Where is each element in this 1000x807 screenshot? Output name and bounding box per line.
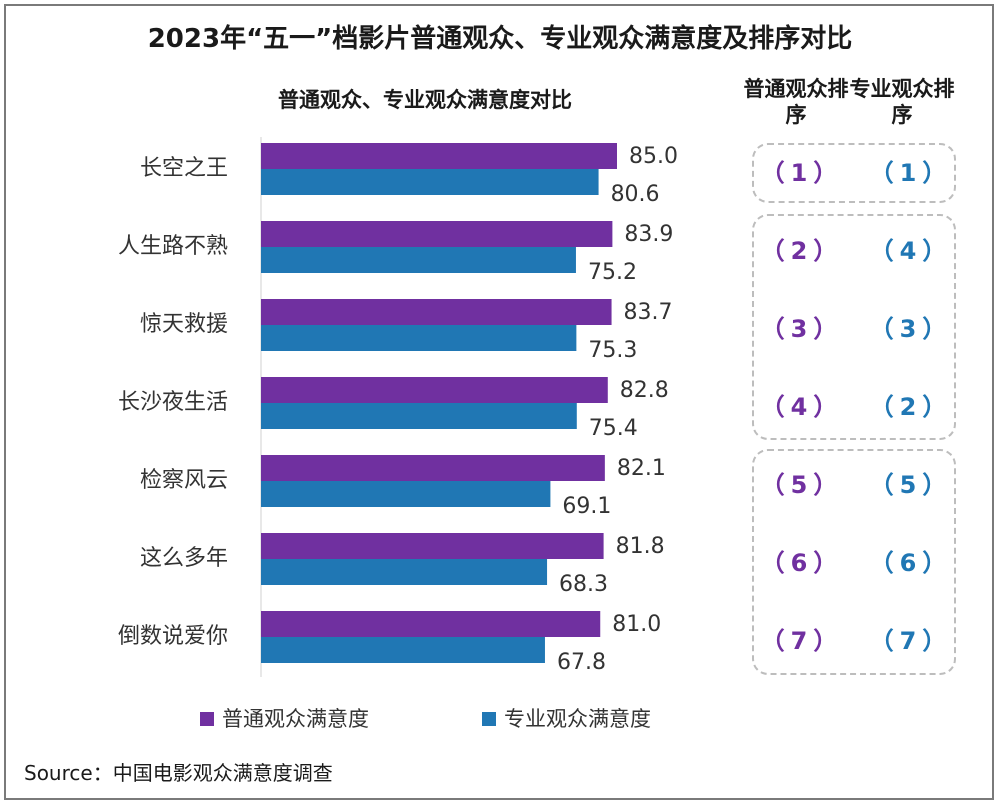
general-rank: （6） [760,549,844,577]
professional-rank: （7） [869,627,953,655]
bar-general [261,299,612,325]
bar-professional [261,247,576,273]
rank-group-1 [752,143,956,203]
general-rank: （3） [760,315,844,343]
category-label: 人生路不熟 [118,234,228,259]
professional-rank: （4） [869,237,953,265]
rank-group-3 [752,449,956,675]
legend-item-professional: 专业观众满意度 [482,703,651,733]
general-rank: （1） [760,159,844,187]
bar-general [261,611,601,637]
data-label: 81.0 [612,612,661,637]
data-label: 75.2 [588,260,637,285]
bar-general [261,377,608,403]
bar-general [261,533,604,559]
rank-group-2 [752,214,956,440]
bar-general [261,143,617,169]
general-rank: （4） [760,393,844,421]
professional-rank: （1） [869,159,953,187]
bar-professional [261,325,577,351]
general-rank: （7） [760,627,844,655]
category-label: 倒数说爱你 [118,624,228,649]
general-rank: （5） [760,471,844,499]
professional-rank: （3） [869,315,953,343]
data-label: 75.3 [588,338,637,363]
data-label: 82.1 [617,456,666,481]
category-label: 惊天救援 [140,312,228,337]
category-label: 长空之王 [140,156,228,181]
legend-label-professional: 专业观众满意度 [504,707,651,731]
professional-rank: （5） [869,471,953,499]
legend-swatch-professional [482,711,496,726]
professional-rank: （6） [869,549,953,577]
bar-professional [261,403,577,429]
chart-subtitle: 普通观众、专业观众满意度对比 [278,88,572,112]
data-label: 82.8 [620,378,669,403]
data-label: 85.0 [629,144,678,169]
professional-rank: （2） [869,393,953,421]
data-label: 68.3 [559,572,608,597]
bar-professional [261,169,599,195]
bar-general [261,455,605,481]
general-rank-header: 普通观众排序 [743,77,849,127]
source-note: Source：中国电影观众满意度调查 [24,761,333,785]
legend-label-general: 普通观众满意度 [222,707,369,731]
data-label: 80.6 [611,182,660,207]
category-label: 检察风云 [140,468,228,493]
bar-professional [261,559,548,585]
bar-professional [261,637,545,663]
data-label: 83.7 [624,300,673,325]
page-title: 2023年“五一”档影片普通观众、专业观众满意度及排序对比 [147,24,853,54]
category-label: 长沙夜生活 [118,390,228,415]
category-label: 这么多年 [140,546,228,571]
professional-rank-header: 专业观众排序 [849,77,955,127]
bar-general [261,221,613,247]
legend-item-general: 普通观众满意度 [200,703,369,733]
data-label: 75.4 [589,416,638,441]
data-label: 83.9 [624,222,673,247]
data-label: 69.1 [562,494,611,519]
general-rank: （2） [760,237,844,265]
data-label: 81.8 [616,534,665,559]
legend-swatch-general [200,711,214,726]
bar-professional [261,481,551,507]
data-label: 67.8 [557,650,606,675]
